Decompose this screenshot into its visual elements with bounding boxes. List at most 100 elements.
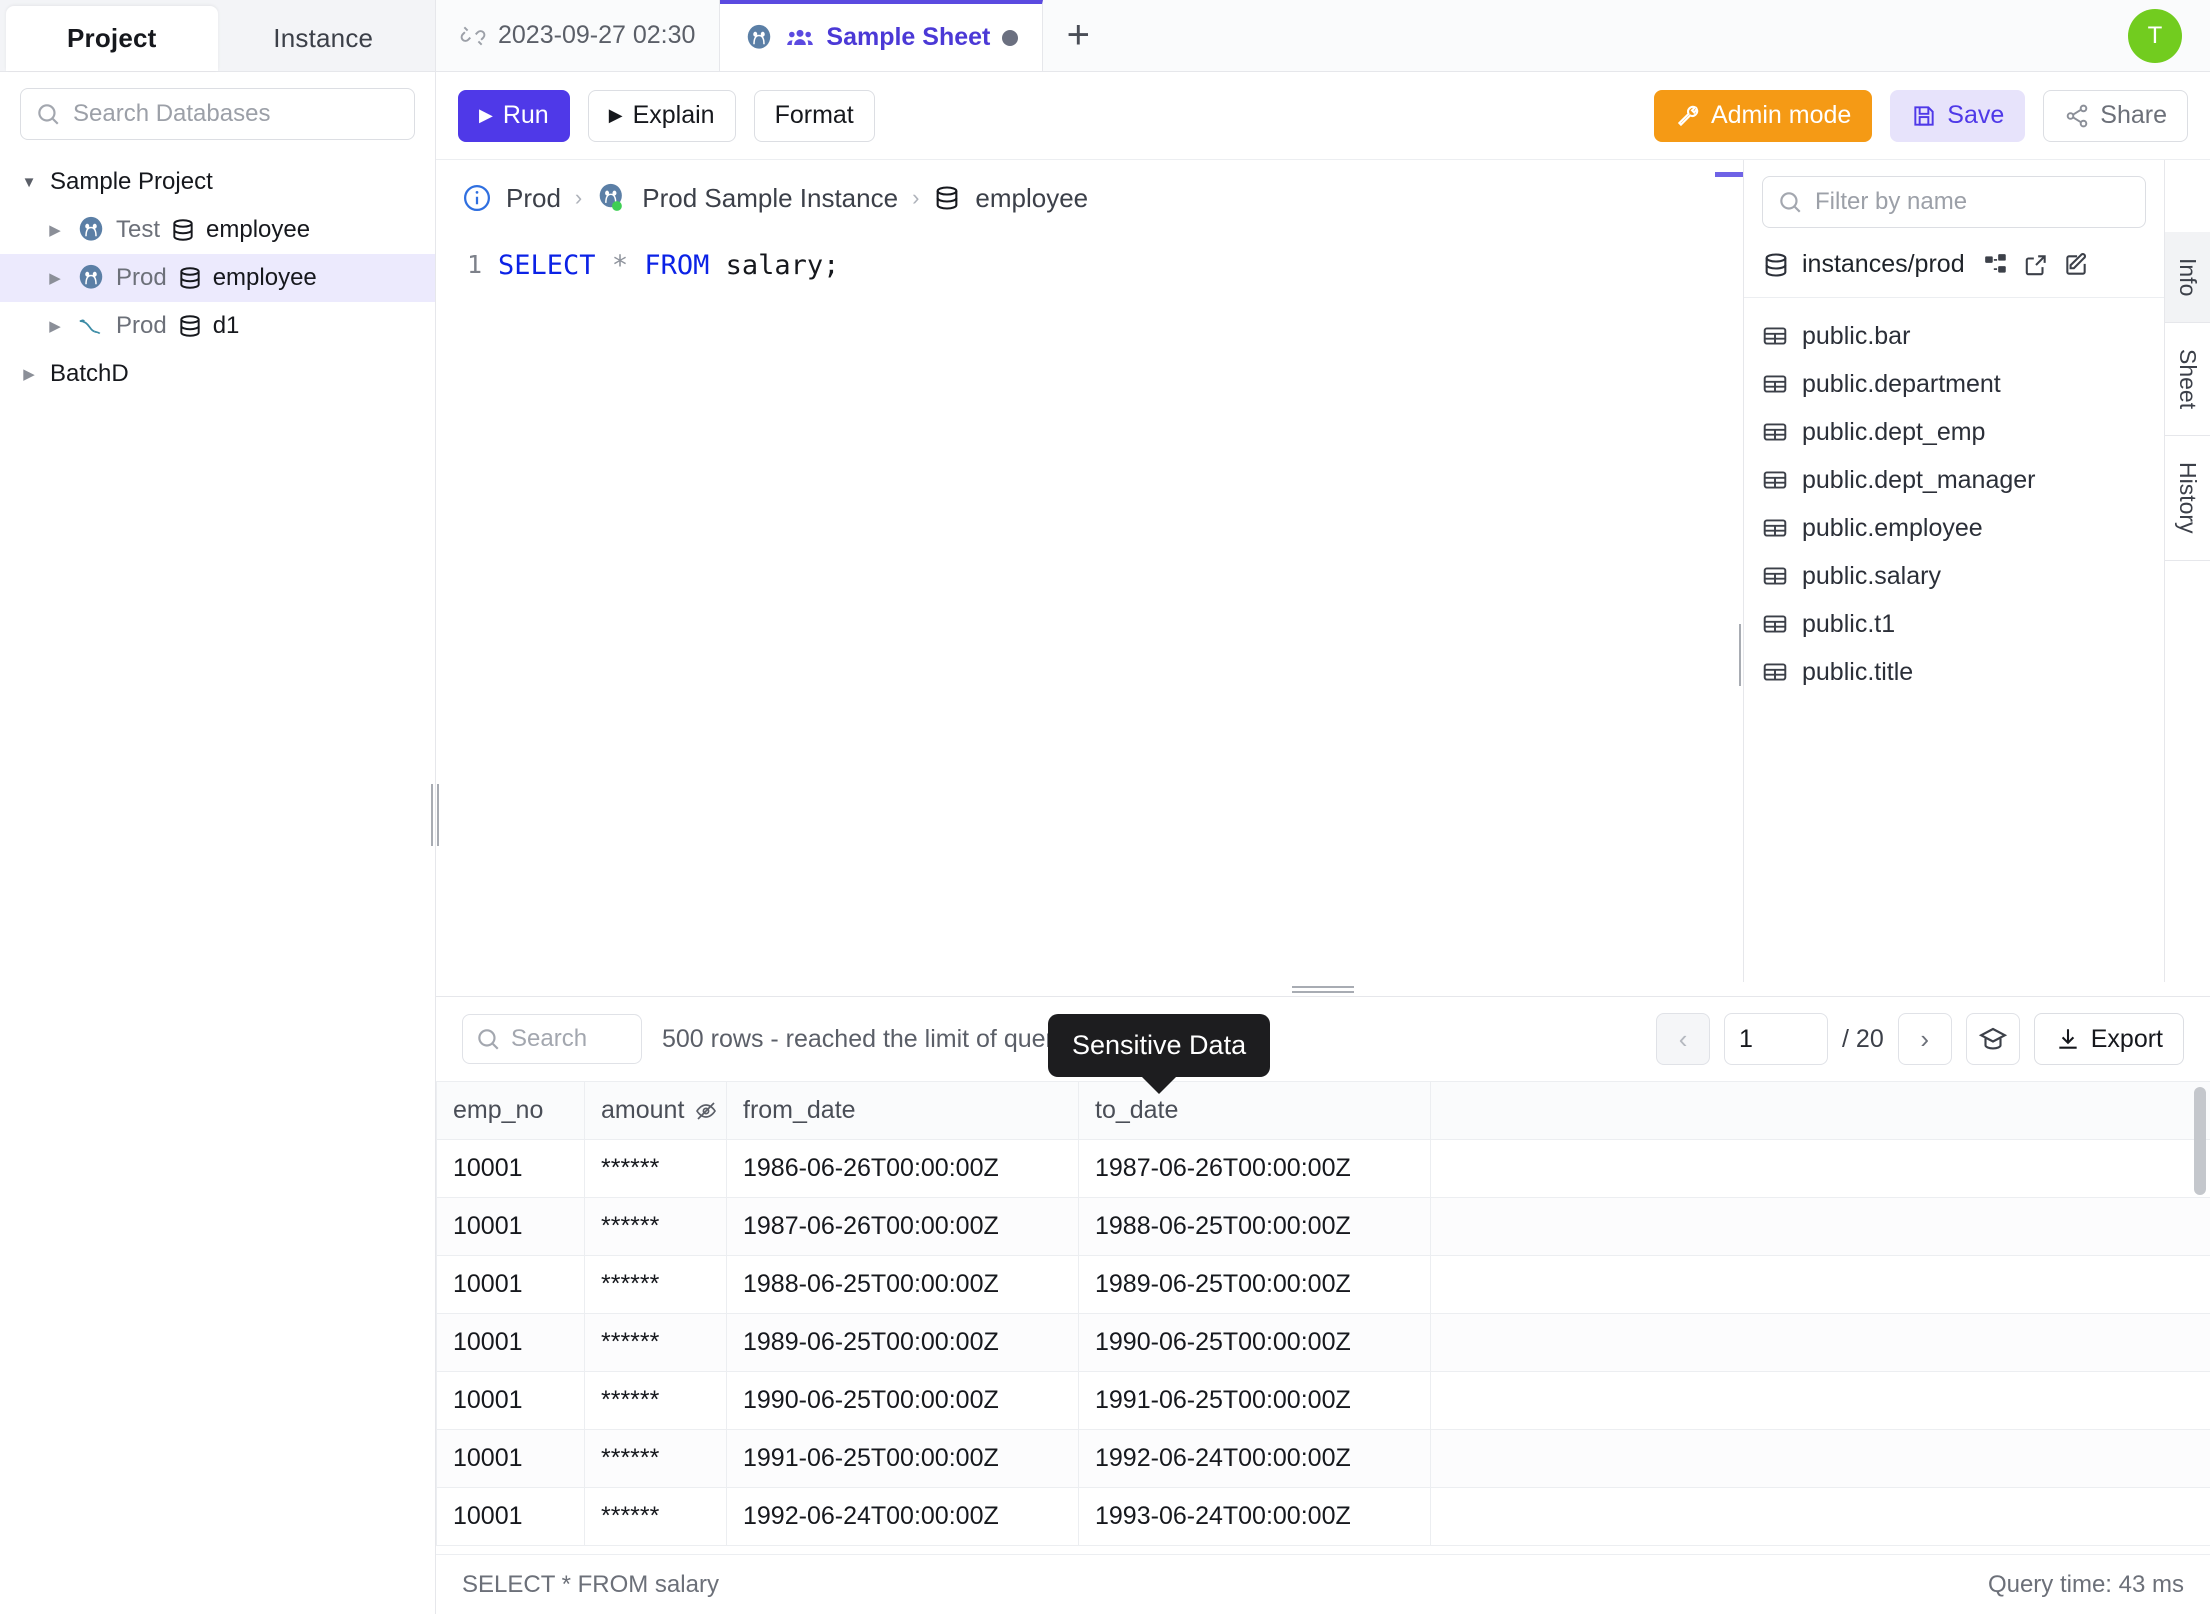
cell-to-date[interactable]: 1990-06-25T00:00:00Z <box>1078 1313 1431 1372</box>
cell-amount[interactable]: ****** <box>584 1313 727 1372</box>
cell-from-date[interactable]: 1988-06-25T00:00:00Z <box>726 1255 1079 1314</box>
table-row[interactable]: 10001 ****** 1991-06-25T00:00:00Z 1992-0… <box>436 1429 2210 1488</box>
results-resize-handle[interactable] <box>436 982 2210 996</box>
format-button[interactable]: Format <box>753 89 875 142</box>
cell-amount[interactable]: ****** <box>584 1255 727 1314</box>
cell-emp-no[interactable]: 10001 <box>436 1313 585 1372</box>
schema-filter-input[interactable]: Filter by name <box>1762 176 2146 228</box>
sidebar-resize-handle[interactable] <box>428 760 442 870</box>
cell-amount[interactable]: ****** <box>584 1139 727 1198</box>
cell-to-date[interactable]: 1988-06-25T00:00:00Z <box>1078 1197 1431 1256</box>
cell-to-date[interactable]: 1987-06-26T00:00:00Z <box>1078 1139 1431 1198</box>
table-item-bar[interactable]: public.bar <box>1744 312 2164 360</box>
rail-tab-info[interactable]: Info <box>2165 232 2210 324</box>
code-line-1[interactable]: 1 SELECT * FROM salary; <box>436 236 1743 281</box>
table-row[interactable]: 10001 ****** 1992-06-24T00:00:00Z 1993-0… <box>436 1487 2210 1546</box>
cell-emp-no[interactable]: 10001 <box>436 1255 585 1314</box>
results-search-input[interactable]: Search <box>462 1014 642 1064</box>
breadcrumb-item-env[interactable]: Prod <box>506 182 561 213</box>
table-item-dept-manager[interactable]: public.dept_manager <box>1744 456 2164 504</box>
schema-filter-wrap: Filter by name <box>1744 160 2164 240</box>
info-icon[interactable] <box>462 183 492 213</box>
cell-emp-no[interactable]: 10001 <box>436 1487 585 1546</box>
table-row[interactable]: 10001 ****** 1986-06-26T00:00:00Z 1987-0… <box>436 1139 2210 1198</box>
cell-emp-no[interactable]: 10001 <box>436 1371 585 1430</box>
column-header-amount[interactable]: amount <box>584 1081 727 1140</box>
share-button[interactable]: Share <box>2043 89 2188 142</box>
editor-resize-handle[interactable] <box>1736 600 1743 710</box>
cell-amount[interactable]: ****** <box>584 1487 727 1546</box>
chevron-right-icon[interactable]: ▶ <box>49 270 61 287</box>
table-item-dept-emp[interactable]: public.dept_emp <box>1744 408 2164 456</box>
table-item-label: public.employee <box>1802 513 1983 542</box>
sidebar-tab-project[interactable]: Project <box>6 6 218 71</box>
column-header-emp-no[interactable]: emp_no <box>436 1081 585 1140</box>
cell-emp-no[interactable]: 10001 <box>436 1429 585 1488</box>
cell-to-date[interactable]: 1991-06-25T00:00:00Z <box>1078 1371 1431 1430</box>
cell-from-date[interactable]: 1989-06-25T00:00:00Z <box>726 1313 1079 1372</box>
cell-amount[interactable]: ****** <box>584 1197 727 1256</box>
tree-item-batchd[interactable]: ▶ BatchD <box>0 350 435 398</box>
cell-from-date[interactable]: 1991-06-25T00:00:00Z <box>726 1429 1079 1488</box>
table-row[interactable]: 10001 ****** 1987-06-26T00:00:00Z 1988-0… <box>436 1197 2210 1256</box>
cell-emp-no[interactable]: 10001 <box>436 1139 585 1198</box>
editor-tab-sample-sheet[interactable]: Sample Sheet <box>720 0 1044 71</box>
cell-to-date[interactable]: 1993-06-24T00:00:00Z <box>1078 1487 1431 1546</box>
prev-page-button[interactable]: ‹ <box>1656 1013 1711 1065</box>
breadcrumb-item-instance[interactable]: Prod Sample Instance <box>642 182 899 213</box>
run-button[interactable]: ▶ Run <box>458 89 570 142</box>
tree-item-test-employee[interactable]: ▶ Test employee <box>0 206 435 254</box>
editor-and-schema: Prod › Prod Sample Instance › employee <box>436 160 2210 982</box>
table-item-department[interactable]: public.department <box>1744 360 2164 408</box>
tree-item-db-label: employee <box>212 264 317 291</box>
tree-item-sample-project[interactable]: ▼ Sample Project <box>0 158 435 206</box>
cell-amount[interactable]: ****** <box>584 1429 727 1488</box>
column-header-to-date[interactable]: to_date <box>1078 1081 1431 1140</box>
cell-emp-no[interactable]: 10001 <box>436 1197 585 1256</box>
chevron-right-icon[interactable]: ▶ <box>23 366 35 383</box>
tree-item-prod-d1[interactable]: ▶ Prod d1 <box>0 302 435 350</box>
chevron-right-icon[interactable]: ▶ <box>49 318 61 335</box>
rail-tab-history[interactable]: History <box>2165 436 2210 562</box>
table-row[interactable]: 10001 ****** 1990-06-25T00:00:00Z 1991-0… <box>436 1371 2210 1430</box>
cell-from-date[interactable]: 1990-06-25T00:00:00Z <box>726 1371 1079 1430</box>
table-item-salary[interactable]: public.salary <box>1744 552 2164 600</box>
cell-from-date[interactable]: 1992-06-24T00:00:00Z <box>726 1487 1079 1546</box>
cell-to-date[interactable]: 1992-06-24T00:00:00Z <box>1078 1429 1431 1488</box>
table-row[interactable]: 10001 ****** 1988-06-25T00:00:00Z 1989-0… <box>436 1255 2210 1314</box>
rail-tab-sheet[interactable]: Sheet <box>2165 323 2210 437</box>
admin-mode-button[interactable]: Admin mode <box>1653 89 1873 142</box>
chevron-right-icon[interactable]: ▶ <box>49 222 61 239</box>
table-item-title[interactable]: public.title <box>1744 648 2164 696</box>
export-button[interactable]: Export <box>2033 1013 2184 1065</box>
cell-from-date[interactable]: 1987-06-26T00:00:00Z <box>726 1197 1079 1256</box>
next-page-button[interactable]: › <box>1897 1013 1952 1065</box>
page-number-input[interactable]: 1 <box>1724 1013 1829 1065</box>
search-databases-input[interactable]: Search Databases <box>20 88 415 140</box>
edit-icon[interactable] <box>2063 252 2089 278</box>
new-tab-button[interactable]: + <box>1066 13 1091 57</box>
table-row[interactable]: 10001 ****** 1989-06-25T00:00:00Z 1990-0… <box>436 1313 2210 1372</box>
sidebar-tab-instance[interactable]: Instance <box>273 23 374 53</box>
cell-from-date[interactable]: 1986-06-26T00:00:00Z <box>726 1139 1079 1198</box>
table-item-employee[interactable]: public.employee <box>1744 504 2164 552</box>
eye-off-icon[interactable] <box>694 1099 718 1123</box>
tree-item-prod-employee[interactable]: ▶ Prod employee <box>0 254 435 302</box>
save-button[interactable]: Save <box>1890 89 2026 142</box>
cell-amount[interactable]: ****** <box>584 1371 727 1430</box>
explain-button[interactable]: ▶ Explain <box>587 89 736 142</box>
sql-code-text[interactable]: SELECT * FROM salary; <box>498 250 839 281</box>
diagram-icon[interactable] <box>1983 252 2009 278</box>
external-link-icon[interactable] <box>2023 252 2049 278</box>
graduation-cap-icon[interactable] <box>1965 1013 2020 1065</box>
results-vertical-scrollbar[interactable] <box>2194 1087 2206 1195</box>
table-item-t1[interactable]: public.t1 <box>1744 600 2164 648</box>
status-query-time: Query time: 43 ms <box>1987 1570 2184 1598</box>
column-header-from-date[interactable]: from_date <box>726 1081 1079 1140</box>
avatar[interactable]: T <box>2128 8 2182 63</box>
cell-to-date[interactable]: 1989-06-25T00:00:00Z <box>1078 1255 1431 1314</box>
editor-tab-history[interactable]: 2023-09-27 02:30 <box>436 0 721 71</box>
line-number: 1 <box>466 250 482 279</box>
chevron-down-icon[interactable]: ▼ <box>21 173 37 191</box>
breadcrumb-item-database[interactable]: employee <box>975 182 1089 213</box>
